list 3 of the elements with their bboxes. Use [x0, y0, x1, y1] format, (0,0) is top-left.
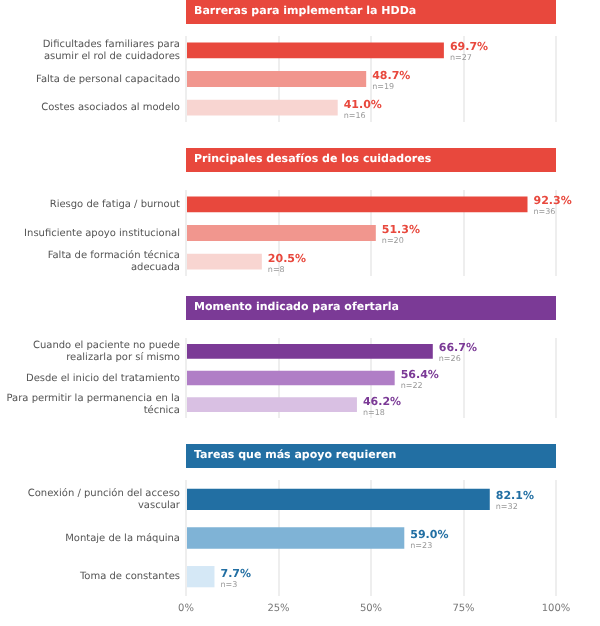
bar	[187, 566, 215, 588]
bar	[187, 527, 405, 549]
bar	[187, 488, 490, 510]
